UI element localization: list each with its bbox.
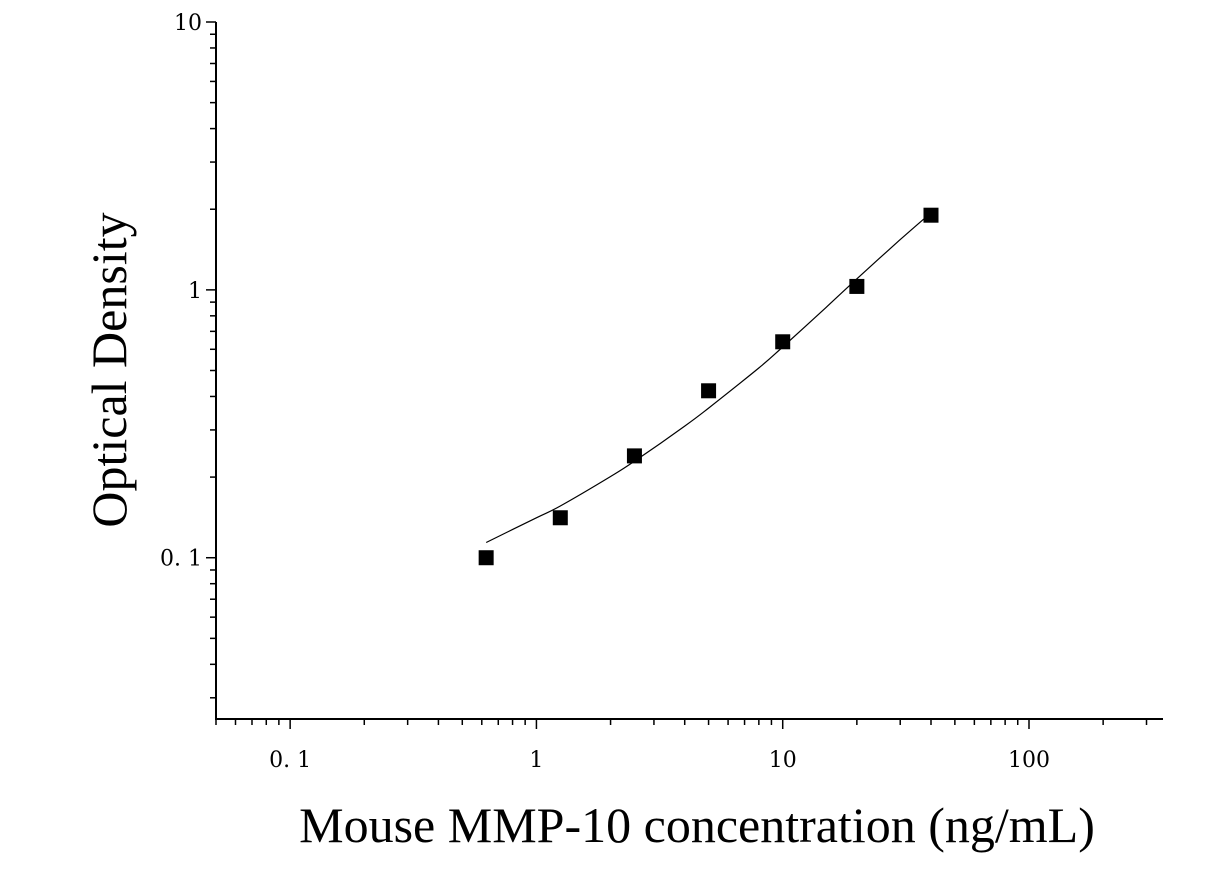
ticks: 0. 1 1 10 0. 1 1 10 100 <box>160 11 1148 773</box>
x-tick-label: 10 <box>769 748 797 773</box>
x-tick-label: 1 <box>529 748 543 773</box>
y-axis-label: Optical Density <box>81 212 137 527</box>
axes <box>215 22 1163 720</box>
data-point <box>478 550 494 566</box>
data-point <box>849 278 865 294</box>
x-tick-label: 0. 1 <box>269 748 311 773</box>
x-tick-label: 100 <box>1008 748 1050 773</box>
points-layer <box>478 207 939 566</box>
y-tick-label: 1 <box>188 279 202 304</box>
y-tick-label: 0. 1 <box>160 547 202 572</box>
fit-curve <box>485 212 932 544</box>
data-point <box>552 510 568 526</box>
data-point <box>775 334 791 350</box>
data-point <box>626 448 642 464</box>
data-point <box>701 383 717 399</box>
x-axis-label: Mouse MMP-10 concentration (ng/mL) <box>299 797 1095 853</box>
data-point <box>923 207 939 223</box>
y-tick-label: 10 <box>174 11 202 36</box>
curve-layer <box>485 212 932 544</box>
